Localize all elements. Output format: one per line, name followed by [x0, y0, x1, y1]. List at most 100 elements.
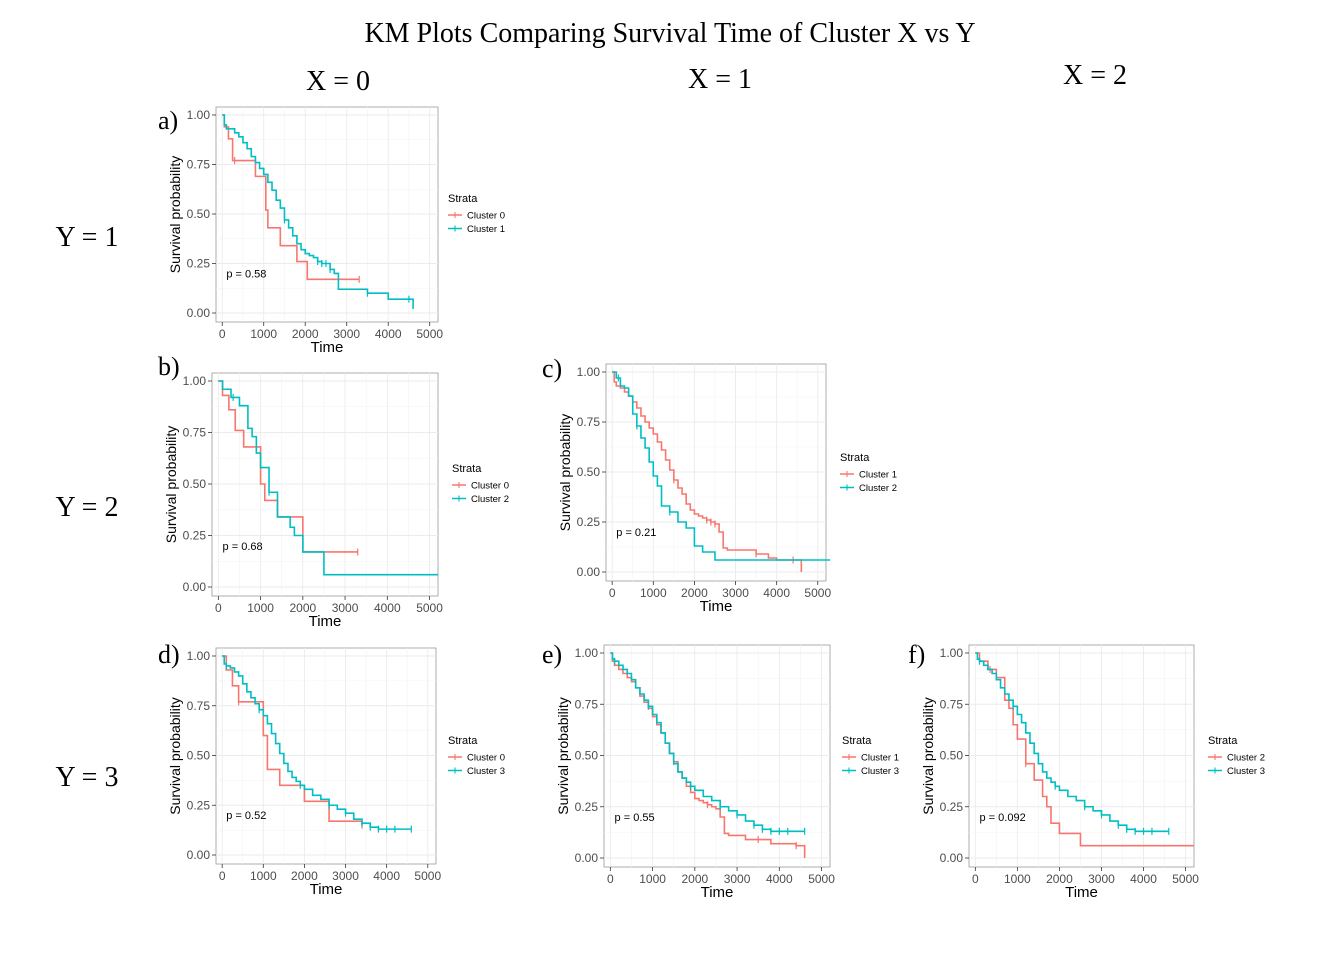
p-value-label: p = 0.58 [226, 268, 266, 280]
y-tick-label: 0.00 [940, 851, 964, 865]
column-header-x1: X = 1 [687, 64, 752, 95]
km-panel-d: 0 1000 2000 3000 4000 5000 0.00 0.25 0.50 0.75 1.0… [167, 647, 505, 898]
y-axis-title: Survival probability [163, 426, 179, 544]
legend-title: Strata [448, 735, 478, 747]
legend-title: Strata [842, 735, 872, 747]
km-panel-a: 0 1000 2000 3000 4000 5000 0.00 0.25 0.50 0.75 1.0… [167, 106, 505, 356]
y-tick-label: 1.00 [940, 646, 964, 660]
x-tick-label: 1000 [247, 601, 274, 615]
y-tick-label: 0.25 [183, 529, 207, 543]
panel-background [605, 363, 827, 582]
x-tick-label: 0 [607, 872, 614, 886]
x-tick-label: 3000 [333, 327, 360, 341]
panel-label-a: a) [158, 106, 179, 135]
row-header-y1: Y = 1 [55, 222, 119, 253]
survival-curve-cluster-3 [975, 652, 1169, 833]
y-axis-title: Survival probability [557, 414, 573, 532]
y-tick-label: 0.25 [187, 257, 211, 271]
x-axis-title: Time [310, 881, 343, 898]
y-tick-label: 1.00 [187, 108, 211, 122]
legend-label: Cluster 3 [467, 766, 505, 777]
y-tick-label: 0.50 [187, 749, 211, 763]
x-tick-label: 0 [219, 869, 226, 883]
x-tick-label: 4000 [766, 872, 793, 886]
y-tick-label: 0.00 [575, 851, 599, 865]
x-tick-label: 2000 [681, 586, 708, 600]
panel-background [215, 647, 437, 865]
x-tick-label: 2000 [291, 869, 318, 883]
panel-label-f: f) [908, 640, 926, 669]
legend-label: Cluster 2 [859, 483, 897, 494]
y-tick-label: 0.50 [577, 465, 601, 479]
legend-label: Cluster 3 [1227, 766, 1265, 777]
row-header-y3: Y = 3 [55, 762, 119, 793]
figure-title: KM Plots Comparing Survival Time of Clus… [364, 18, 976, 49]
x-tick-label: 5000 [808, 872, 835, 886]
y-tick-label: 0.75 [187, 699, 211, 713]
column-header-x0: X = 0 [305, 66, 370, 97]
x-tick-label: 5000 [416, 601, 443, 615]
survival-curve-cluster-1 [222, 114, 414, 310]
y-tick-label: 0.00 [187, 848, 211, 862]
y-tick-label: 0.25 [940, 800, 964, 814]
x-tick-label: 2000 [681, 872, 708, 886]
legend-label: Cluster 1 [467, 224, 505, 235]
y-tick-label: 1.00 [187, 649, 211, 663]
panel-label-c: c) [542, 354, 563, 383]
legend-label: Cluster 3 [861, 766, 899, 777]
p-value-label: p = 0.68 [223, 541, 263, 553]
x-axis-title: Time [700, 598, 733, 615]
y-tick-label: 0.50 [187, 207, 211, 221]
row-header-y2: Y = 2 [55, 492, 119, 523]
y-tick-label: 0.00 [187, 306, 211, 320]
legend-label: Cluster 0 [467, 211, 505, 222]
x-tick-label: 0 [609, 586, 616, 600]
column-header-x2: X = 2 [1062, 60, 1127, 91]
x-axis-title: Time [309, 613, 342, 630]
survival-curve-cluster-3 [222, 655, 412, 830]
x-tick-label: 3000 [332, 869, 359, 883]
panel-label-e: e) [542, 640, 563, 669]
legend-title: Strata [448, 193, 478, 205]
y-tick-label: 1.00 [183, 374, 207, 388]
x-tick-label: 3000 [724, 872, 751, 886]
legend-title: Strata [452, 463, 482, 475]
survival-curve-cluster-0 [222, 655, 363, 826]
y-tick-label: 0.75 [575, 697, 599, 711]
x-tick-label: 2000 [1046, 872, 1073, 886]
x-tick-label: 4000 [763, 586, 790, 600]
y-axis-title: Survival probability [920, 697, 936, 815]
panel-label-b: b) [158, 352, 180, 381]
x-tick-label: 5000 [1172, 872, 1199, 886]
legend-title: Strata [840, 452, 870, 464]
survival-curve-cluster-0 [222, 114, 360, 281]
survival-curve-cluster-0 [218, 380, 358, 553]
legend-label: Cluster 1 [861, 753, 899, 764]
y-tick-label: 0.50 [183, 477, 207, 491]
y-tick-label: 1.00 [575, 646, 599, 660]
x-tick-label: 0 [215, 601, 222, 615]
x-tick-label: 1000 [250, 869, 277, 883]
km-panel-e: 0 1000 2000 3000 4000 5000 0.00 0.25 0.50 0.75 1.0… [555, 644, 899, 901]
y-tick-label: 0.50 [940, 749, 964, 763]
panel-background [968, 644, 1195, 868]
y-tick-label: 0.50 [575, 749, 599, 763]
y-tick-label: 0.75 [183, 426, 207, 440]
x-tick-label: 4000 [373, 869, 400, 883]
p-value-label: p = 0.55 [615, 812, 655, 824]
x-tick-label: 5000 [414, 869, 441, 883]
y-tick-label: 0.25 [575, 800, 599, 814]
panel-background [211, 372, 439, 597]
panel-background [603, 644, 831, 868]
km-panel-f: 0 1000 2000 3000 4000 5000 0.00 0.25 0.50 0.75 1.0… [920, 644, 1265, 901]
survival-curve-cluster-2 [612, 371, 831, 561]
panel-label-d: d) [158, 640, 180, 669]
y-tick-label: 0.25 [187, 798, 211, 812]
y-tick-label: 0.75 [577, 415, 601, 429]
y-tick-label: 1.00 [577, 365, 601, 379]
x-tick-label: 5000 [804, 586, 831, 600]
x-tick-label: 5000 [416, 327, 443, 341]
x-tick-label: 0 [972, 872, 979, 886]
x-tick-label: 1000 [250, 327, 277, 341]
